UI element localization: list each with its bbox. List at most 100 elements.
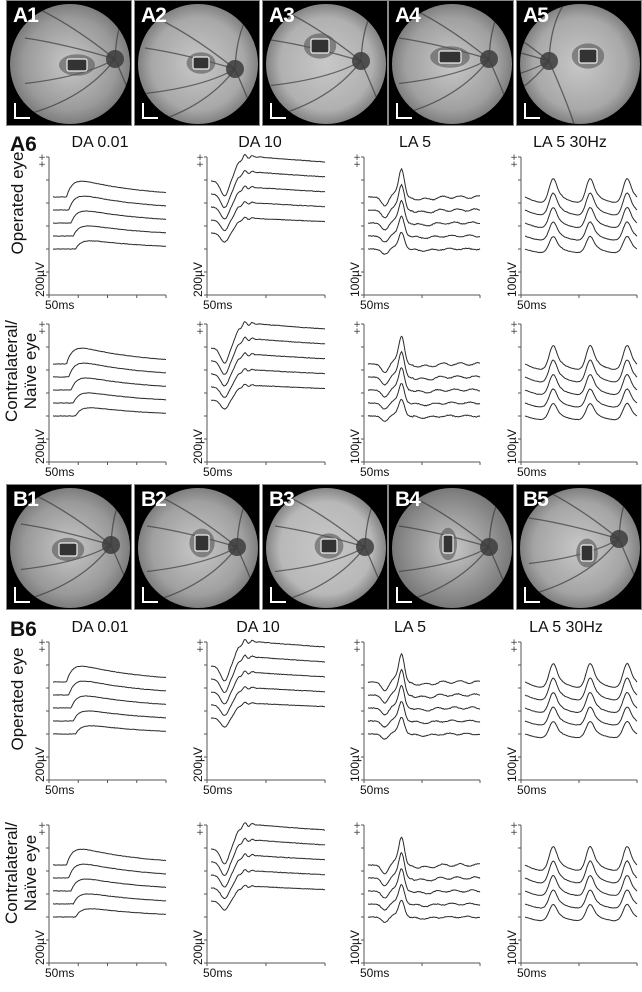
polarity-marker: + +	[196, 821, 204, 838]
erg-trace	[210, 884, 325, 911]
erg-plot-da10-0: + + 200µV 50ms	[191, 638, 326, 797]
y-scale-label: 100µV	[505, 429, 519, 464]
fundus-image-a5: A5	[516, 0, 642, 126]
erg-trace	[367, 701, 481, 728]
erg-trace	[210, 654, 326, 694]
scale-bar-icon	[14, 103, 30, 119]
fundus-svg	[520, 4, 640, 124]
fundus-row-a: A1 A2	[0, 0, 642, 126]
erg-trace	[524, 178, 638, 203]
erg-trace	[524, 845, 638, 871]
fundus-svg	[266, 488, 386, 608]
polarity-marker: + +	[510, 821, 518, 838]
erg-trace	[52, 195, 167, 211]
x-scale-label: 50ms	[45, 966, 75, 980]
erg-trace	[525, 874, 638, 897]
polarity-marker: + +	[196, 153, 204, 170]
fundus-image-b5: B5	[516, 484, 642, 610]
fundus-svg	[520, 488, 640, 608]
fundus-image-a1: A1	[6, 0, 132, 126]
x-scale-label: 50ms	[203, 783, 233, 797]
fundus-image-b1: B1	[6, 484, 132, 610]
erg-trace	[367, 335, 481, 374]
y-scale-label: 100µV	[505, 262, 519, 297]
x-scale-label: 50ms	[360, 298, 390, 312]
erg-trace	[210, 383, 326, 410]
erg-trace	[524, 192, 638, 216]
fundus-label: A2	[141, 4, 167, 27]
fundus-svg	[138, 488, 258, 608]
polarity-marker: + +	[510, 638, 518, 655]
erg-trace	[367, 398, 481, 422]
erg-trace	[367, 716, 481, 740]
erg-trace	[210, 638, 326, 682]
erg-trace	[210, 185, 326, 220]
polarity-marker: + +	[196, 320, 204, 337]
x-scale-label: 50ms	[45, 783, 75, 797]
col-title-da10: DA 10	[238, 134, 282, 151]
fundus-svg	[392, 488, 512, 608]
erg-trace	[52, 225, 167, 237]
erg-trace	[210, 686, 326, 716]
scale-bar-icon	[14, 587, 30, 603]
erg-trace	[367, 199, 481, 231]
fundus-label: B3	[269, 488, 295, 511]
col-title-da001: DA 0.01	[71, 134, 129, 151]
erg-trace	[210, 170, 325, 209]
optic-disc-icon	[610, 530, 628, 548]
fundus-label: B5	[523, 488, 549, 511]
fundus-label: B4	[395, 488, 421, 511]
y-scale-label: 200µV	[33, 747, 47, 782]
implant-outline-icon	[66, 58, 88, 72]
erg-trace	[52, 848, 167, 866]
erg-trace	[524, 359, 638, 383]
implant-outline-icon	[442, 534, 454, 554]
erg-trace	[367, 652, 481, 692]
fundus-label: B2	[141, 488, 167, 511]
optic-disc-icon	[480, 50, 498, 68]
x-scale-label: 50ms	[517, 966, 547, 980]
erg-trace	[524, 677, 638, 701]
erg-trace	[211, 368, 326, 398]
erg-trace	[53, 710, 167, 722]
scale-bar-icon	[524, 587, 540, 603]
optic-disc-icon	[228, 538, 246, 556]
polarity-marker: + +	[38, 320, 46, 337]
fundus-image-b4: B4	[388, 484, 514, 610]
y-scale-label: 100µV	[348, 747, 362, 782]
erg-trace	[52, 362, 167, 378]
col-title-la5-30hz-b: LA 5 30Hz	[529, 619, 603, 636]
x-scale-label: 50ms	[45, 465, 75, 479]
y-scale-label: 200µV	[33, 262, 47, 297]
scale-bar-icon	[270, 103, 286, 119]
erg-trace	[367, 232, 481, 255]
scale-bar-icon	[142, 103, 158, 119]
fundus-svg	[266, 4, 386, 124]
erg-plot-da10-0: + + 200µV 50ms	[191, 154, 326, 312]
fundus-image-a3: A3	[262, 0, 388, 126]
erg-trace	[367, 684, 481, 716]
x-scale-label: 50ms	[360, 465, 390, 479]
fundus-image-a2: A2	[134, 0, 260, 126]
erg-trace	[524, 206, 638, 229]
y-scale-label: 200µV	[191, 747, 205, 782]
x-scale-label: 50ms	[517, 465, 547, 479]
optic-disc-icon	[106, 50, 124, 68]
fundus-image-b2: B2	[134, 484, 260, 610]
erg-trace	[52, 878, 167, 892]
erg-trace	[524, 720, 638, 739]
erg-trace	[368, 215, 481, 243]
fundus-label: A4	[395, 4, 421, 27]
implant-outline-icon	[58, 542, 78, 557]
implant-outline-icon	[578, 48, 598, 64]
erg-trace	[524, 691, 638, 714]
fundus-svg	[138, 4, 258, 124]
scale-bar-icon	[524, 103, 540, 119]
optic-disc-icon	[226, 60, 244, 78]
erg-plot-da10-1: + + 200µV 50ms	[191, 321, 326, 479]
erg-trace	[367, 367, 481, 398]
fundus-svg	[10, 4, 130, 124]
fundus-label: A5	[523, 4, 549, 27]
y-scale-label: 200µV	[191, 262, 205, 297]
erg-plot-da001-0: + + 200µV 50ms	[33, 154, 167, 312]
